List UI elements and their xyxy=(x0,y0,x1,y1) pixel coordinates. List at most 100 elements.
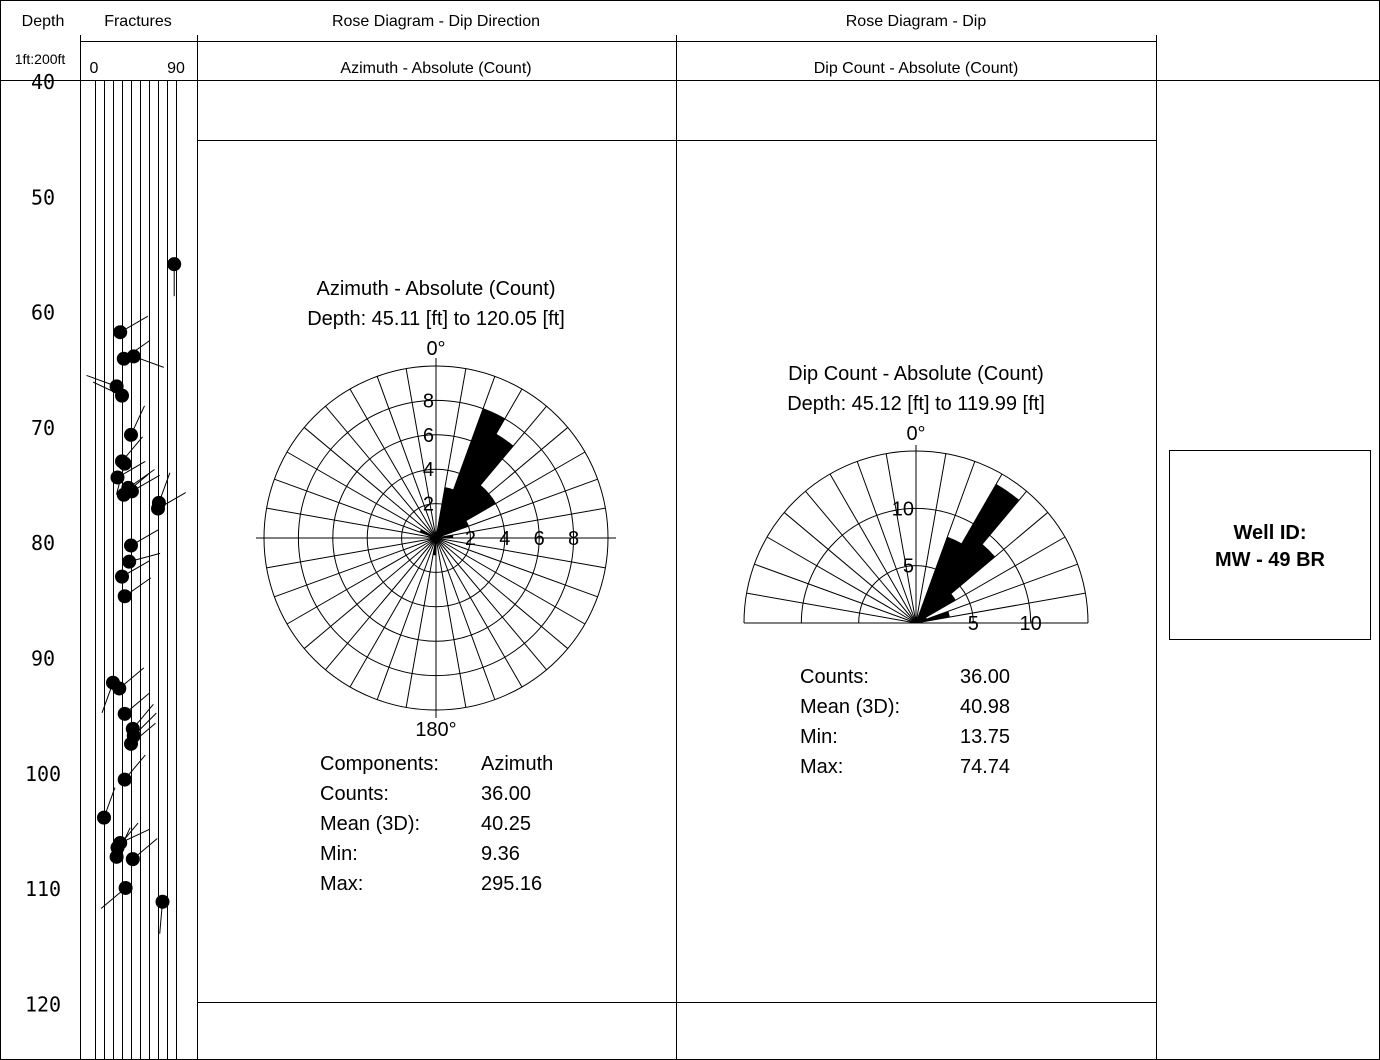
depth-tick-label: 100 xyxy=(25,762,61,786)
rose-dip-subtitle: Depth: 45.12 [ft] to 119.99 [ft] xyxy=(787,393,1045,415)
rose-spoke xyxy=(915,592,1086,624)
rose-spoke xyxy=(754,563,917,624)
rose-spoke xyxy=(435,537,598,598)
fracture-tadpole xyxy=(167,257,182,272)
rose-spoke xyxy=(303,537,437,649)
rose-spoke xyxy=(783,512,917,624)
rose-spoke xyxy=(746,592,917,624)
fracture-tadpole xyxy=(118,880,133,895)
rose-ring-label-vertical: 5 xyxy=(903,556,914,578)
rose-petal xyxy=(916,593,956,623)
stat-value: Azimuth xyxy=(481,753,553,775)
stat-value: 13.75 xyxy=(960,726,1010,748)
fracture-tadpole xyxy=(116,351,131,366)
rose-spoke xyxy=(915,536,1066,624)
fractures-scale-max: 90 xyxy=(167,60,185,77)
fractures-scale-min: 0 xyxy=(90,60,99,77)
dip-header-subtitle: Dip Count - Absolute (Count) xyxy=(814,60,1019,77)
rose-petal xyxy=(436,487,454,538)
rose-dipdir-north-label: 0° xyxy=(426,338,445,360)
rose-spoke xyxy=(805,490,917,624)
rose-dipdir-stats: Components: Azimuth Counts: 36.00 Mean (3D):… xyxy=(320,753,553,895)
rose-dip-title: Dip Count - Absolute (Count) xyxy=(788,363,1044,385)
fracture-tadpole xyxy=(97,810,111,825)
rose-spoke xyxy=(829,473,917,624)
rose-ring-label-axis: 6 xyxy=(534,528,545,550)
rose-ring-label-vertical: 4 xyxy=(423,459,434,481)
rose-spoke xyxy=(435,507,606,539)
rose-spoke xyxy=(435,478,598,539)
stat-value: 74.74 xyxy=(960,756,1010,778)
fracture-tadpole xyxy=(109,849,124,864)
fracture-tadpole xyxy=(112,681,127,696)
rose-petal xyxy=(436,408,505,538)
fracture-tadpole xyxy=(125,852,140,867)
dip-header-title: Rose Diagram - Dip xyxy=(846,13,987,30)
rose-dip-diagram: 5 5 10 10 xyxy=(743,445,1089,635)
rose-dip-panel: Dip Count - Absolute (Count) Depth: 45.1… xyxy=(743,363,1089,778)
well-id-value: MW - 49 BR xyxy=(1215,549,1326,571)
rose-spoke xyxy=(405,537,437,708)
rose-ring-label-axis: 10 xyxy=(1020,613,1042,635)
stat-label: Max: xyxy=(800,756,843,778)
rose-dip-stats: Counts: 36.00 Mean (3D): 40.98 Min: 13.75 Max:… xyxy=(800,666,1010,778)
rose-petal xyxy=(419,529,436,538)
rose-spoke xyxy=(915,461,976,624)
depth-tick-label: 60 xyxy=(31,301,55,325)
rose-spoke xyxy=(435,537,569,649)
fracture-grid xyxy=(95,81,177,1060)
rose-dipdir-subtitle: Depth: 45.11 [ft] to 120.05 [ft] xyxy=(307,308,565,330)
fracture-tadpole xyxy=(155,894,170,909)
rose-petal xyxy=(436,493,496,538)
scale-label: 1ft:200ft xyxy=(15,51,66,67)
fracture-tadpole xyxy=(124,538,138,553)
rose-spoke xyxy=(376,537,437,700)
dipdir-header-subtitle: Azimuth - Absolute (Count) xyxy=(340,60,531,77)
rose-spoke xyxy=(435,537,467,708)
fracture-tadpole xyxy=(151,501,165,516)
fracture-tadpole xyxy=(124,736,138,751)
rose-petal xyxy=(436,535,454,538)
rose-spoke xyxy=(766,536,917,624)
rose-spoke xyxy=(266,507,437,539)
well-id-box xyxy=(1169,450,1371,640)
stat-label: Counts: xyxy=(320,783,389,805)
rose-petal xyxy=(916,536,962,623)
rose-spoke xyxy=(856,461,917,624)
rose-spoke xyxy=(266,537,437,569)
rose-spoke xyxy=(349,388,437,539)
rose-spoke xyxy=(915,453,947,624)
rose-ring-label-axis: 8 xyxy=(568,528,579,550)
rose-spoke xyxy=(435,537,586,625)
depth-tick-label: 120 xyxy=(25,992,61,1016)
fracture-tadpole xyxy=(124,427,138,442)
rose-petal xyxy=(916,543,996,623)
rose-ring-label-vertical: 8 xyxy=(423,390,434,412)
rose-spoke xyxy=(286,537,437,625)
rose-dipdir-title: Azimuth - Absolute (Count) xyxy=(317,278,556,300)
fracture-tadpole xyxy=(115,388,129,403)
fracture-tadpole xyxy=(115,569,129,584)
rose-petal xyxy=(916,617,927,623)
rose-petal xyxy=(436,520,469,538)
rose-spoke xyxy=(325,537,437,671)
rose-petal xyxy=(916,611,950,623)
stat-value: 40.25 xyxy=(481,813,531,835)
rose-petal xyxy=(436,485,489,538)
fracture-tadpole xyxy=(113,325,128,340)
fracture-tadpoles xyxy=(86,257,186,934)
depth-tick-label: 40 xyxy=(31,70,55,94)
rose-ring-label-axis: 5 xyxy=(968,613,979,635)
fracture-tadpole xyxy=(117,456,132,471)
depth-tick-label: 80 xyxy=(31,531,55,555)
rose-dipdir-south-label: 180° xyxy=(415,719,456,741)
rose-ring-label-axis: 4 xyxy=(499,528,510,550)
stat-label: Components: xyxy=(320,753,439,775)
rose-spoke xyxy=(435,537,523,688)
rose-spoke xyxy=(435,368,467,539)
rose-spoke xyxy=(885,453,917,624)
stat-label: Max: xyxy=(320,873,363,895)
rose-spoke xyxy=(325,405,437,539)
rose-spoke xyxy=(349,537,437,688)
stat-label: Mean (3D): xyxy=(320,813,420,835)
